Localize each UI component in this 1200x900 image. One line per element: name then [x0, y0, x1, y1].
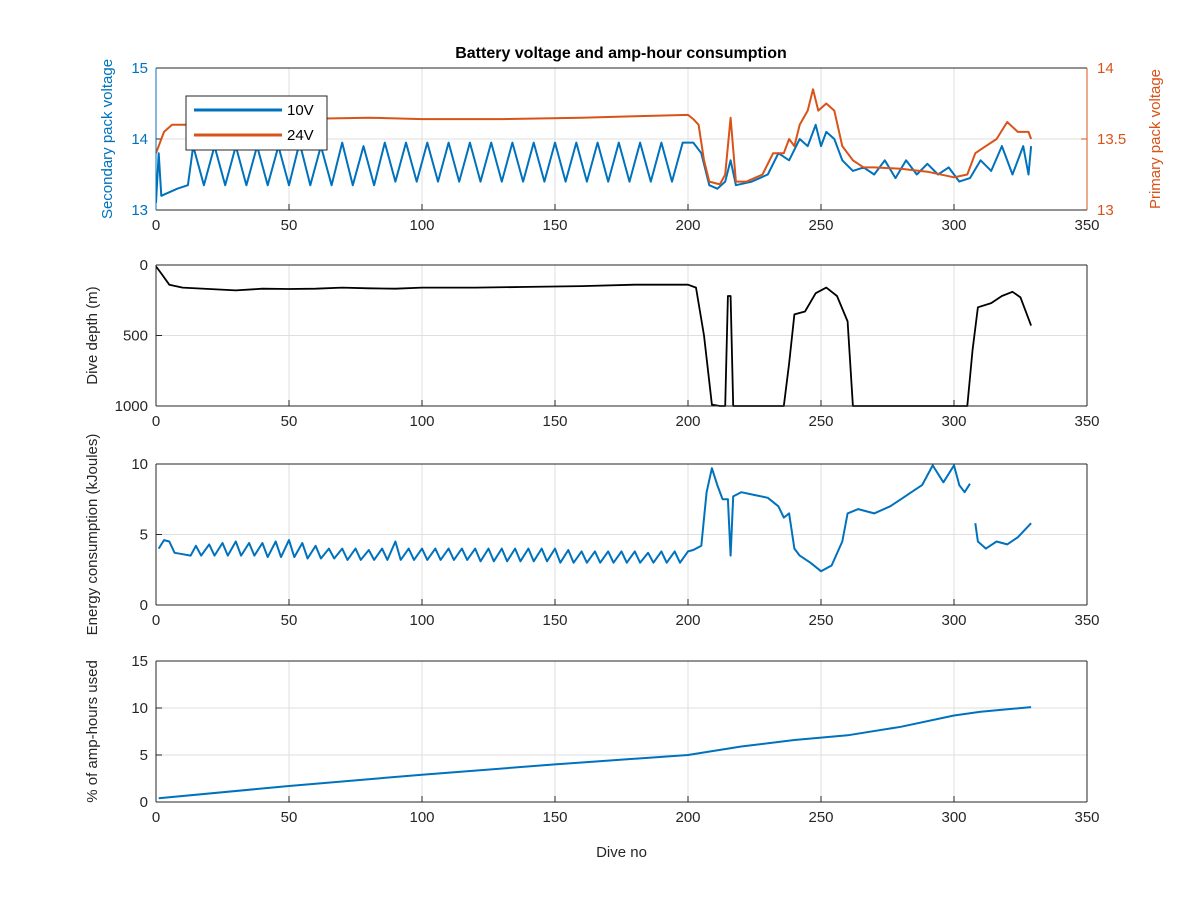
x-tick-label: 200 — [675, 413, 700, 430]
plot-area — [156, 661, 1087, 802]
x-tick-label: 0 — [152, 413, 160, 430]
series-line-24v — [156, 88, 1033, 186]
x-tick-label: 350 — [1074, 413, 1099, 430]
y-tick-label: 0 — [140, 257, 148, 274]
x-tick-label: 350 — [1074, 809, 1099, 826]
series-line-1 — [157, 464, 1032, 573]
x-tick-label: 150 — [542, 809, 567, 826]
x-tick-label: 350 — [1074, 217, 1099, 234]
y-right-tick-label: 13.5 — [1097, 131, 1126, 148]
y-axis-label: % of amp-hours used — [84, 660, 101, 803]
y-axis-label: Energy consumption (kJoules) — [84, 434, 101, 636]
x-tick-label: 50 — [281, 217, 298, 234]
subplot-1: 0 50 100 150 200 250 300 3501314151313.514Secon… — [99, 59, 1164, 234]
x-tick-label: 50 — [281, 809, 298, 826]
subplots: 0 50 100 150 200 250 300 3501314151313.514Secon… — [84, 59, 1164, 861]
x-tick-label: 250 — [808, 413, 833, 430]
y-right-tick-label: 13 — [1097, 202, 1114, 219]
y-tick-label: 13 — [131, 202, 148, 219]
x-tick-label: 50 — [281, 413, 298, 430]
x-tick-label: 200 — [675, 612, 700, 629]
x-tick-label: 300 — [941, 413, 966, 430]
subplot-2: 0 50 100 150 200 250 300 350 0 500 1000 Dive depth … — [84, 257, 1100, 430]
y-tick-label: 0 — [140, 597, 148, 614]
x-axis-label: Dive no — [596, 844, 647, 861]
x-tick-label: 100 — [409, 413, 434, 430]
x-tick-label: 200 — [675, 217, 700, 234]
x-tick-label: 300 — [941, 809, 966, 826]
x-tick-label: 50 — [281, 612, 298, 629]
y-tick-label: 15 — [131, 60, 148, 77]
y-axis-label: Dive depth (m) — [84, 286, 101, 384]
x-tick-label: 100 — [409, 612, 434, 629]
y-tick-label: 10 — [131, 700, 148, 717]
series-line-10v — [156, 123, 1033, 203]
y-tick-label: 1000 — [115, 398, 148, 415]
y-tick-label: 5 — [140, 747, 148, 764]
y-tick-label: 15 — [131, 653, 148, 670]
y-tick-label: 0 — [140, 794, 148, 811]
x-tick-label: 250 — [808, 809, 833, 826]
legend: 10V 24V — [185, 95, 328, 151]
x-tick-label: 250 — [808, 217, 833, 234]
x-tick-label: 350 — [1074, 612, 1099, 629]
legend-label-10v: 10V — [287, 102, 314, 119]
x-tick-label: 150 — [542, 217, 567, 234]
subplot-4: 0 50 100 150 200 250 300 350 0 5 10 15 % of amp-hour… — [84, 653, 1100, 861]
x-tick-label: 300 — [941, 612, 966, 629]
x-tick-label: 0 — [152, 612, 160, 629]
x-tick-label: 150 — [542, 413, 567, 430]
subplot-3: 0 50 100 150 200 250 300 350 0 5 10 Energy consumpt… — [84, 434, 1100, 636]
x-tick-label: 0 — [152, 217, 160, 234]
y-tick-label: 14 — [131, 131, 148, 148]
series-line-1 — [158, 706, 1032, 800]
chart-title: Battery voltage and amp-hour consumption — [455, 45, 787, 62]
y-tick-label: 5 — [140, 527, 148, 544]
y-tick-label: 500 — [123, 328, 148, 345]
legend-box — [185, 95, 328, 151]
y-axis-label: Secondary pack voltage — [99, 59, 116, 219]
y-right-axis-label: Primary pack voltage — [1147, 69, 1164, 209]
x-tick-label: 200 — [675, 809, 700, 826]
x-tick-label: 100 — [409, 809, 434, 826]
x-tick-label: 300 — [941, 217, 966, 234]
x-tick-label: 250 — [808, 612, 833, 629]
y-right-tick-label: 14 — [1097, 60, 1114, 77]
x-tick-label: 0 — [152, 809, 160, 826]
legend-label-24v: 24V — [287, 127, 314, 144]
y-tick-label: 10 — [131, 456, 148, 473]
x-tick-label: 100 — [409, 217, 434, 234]
x-tick-label: 150 — [542, 612, 567, 629]
